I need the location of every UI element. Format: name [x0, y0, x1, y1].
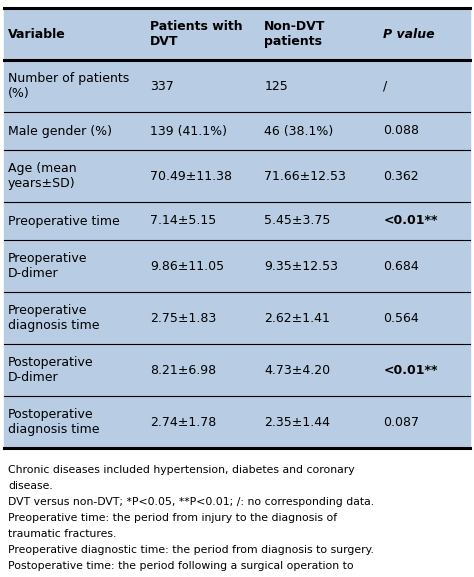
- Bar: [4, 344, 470, 396]
- Text: 139 (41.1%): 139 (41.1%): [150, 125, 227, 137]
- Text: 46 (38.1%): 46 (38.1%): [264, 125, 334, 137]
- Text: Postoperative
diagnosis time: Postoperative diagnosis time: [8, 408, 100, 436]
- Text: /: /: [383, 80, 387, 92]
- Text: 0.684: 0.684: [383, 260, 419, 272]
- Text: Preoperative
D-dimer: Preoperative D-dimer: [8, 252, 88, 280]
- Text: 71.66±12.53: 71.66±12.53: [264, 170, 346, 182]
- Text: DVT versus non-DVT; *P<0.05, **P<0.01; /: no corresponding data.: DVT versus non-DVT; *P<0.05, **P<0.01; /…: [8, 497, 374, 507]
- Text: 8.21±6.98: 8.21±6.98: [150, 364, 216, 377]
- Bar: [4, 150, 470, 202]
- Text: 0.088: 0.088: [383, 125, 419, 137]
- Text: 337: 337: [150, 80, 174, 92]
- Text: Age (mean
years±SD): Age (mean years±SD): [8, 162, 77, 190]
- Text: 70.49±11.38: 70.49±11.38: [150, 170, 232, 182]
- Text: Postoperative
D-dimer: Postoperative D-dimer: [8, 356, 94, 384]
- Text: Variable: Variable: [8, 28, 66, 40]
- Bar: [4, 202, 470, 240]
- Text: 2.75±1.83: 2.75±1.83: [150, 312, 216, 324]
- Text: 2.74±1.78: 2.74±1.78: [150, 415, 216, 429]
- Text: Postoperative time: the period following a surgical operation to: Postoperative time: the period following…: [8, 561, 354, 571]
- Bar: [4, 60, 470, 112]
- Text: 0.564: 0.564: [383, 312, 419, 324]
- Text: 0.362: 0.362: [383, 170, 419, 182]
- Bar: [4, 240, 470, 292]
- Text: 5.45±3.75: 5.45±3.75: [264, 215, 331, 227]
- Text: Male gender (%): Male gender (%): [8, 125, 112, 137]
- Text: 7.14±5.15: 7.14±5.15: [150, 215, 216, 227]
- Text: 4.73±4.20: 4.73±4.20: [264, 364, 330, 377]
- Text: P value: P value: [383, 28, 435, 40]
- Text: Preoperative time: the period from injury to the diagnosis of: Preoperative time: the period from injur…: [8, 513, 337, 523]
- Text: 2.62±1.41: 2.62±1.41: [264, 312, 330, 324]
- Bar: [4, 292, 470, 344]
- Bar: [4, 112, 470, 150]
- Text: disease.: disease.: [8, 481, 53, 491]
- Text: 9.35±12.53: 9.35±12.53: [264, 260, 338, 272]
- Text: Preoperative diagnostic time: the period from diagnosis to surgery.: Preoperative diagnostic time: the period…: [8, 545, 374, 555]
- Text: 9.86±11.05: 9.86±11.05: [150, 260, 224, 272]
- Text: 2.35±1.44: 2.35±1.44: [264, 415, 330, 429]
- Text: Chronic diseases included hypertension, diabetes and coronary: Chronic diseases included hypertension, …: [8, 465, 355, 475]
- Text: 125: 125: [264, 80, 288, 92]
- Text: Patients with
DVT: Patients with DVT: [150, 20, 243, 48]
- Bar: [4, 396, 470, 448]
- Text: Non-DVT
patients: Non-DVT patients: [264, 20, 326, 48]
- Text: Preoperative time: Preoperative time: [8, 215, 120, 227]
- Text: <0.01**: <0.01**: [383, 364, 438, 377]
- Text: 0.087: 0.087: [383, 415, 419, 429]
- Text: traumatic fractures.: traumatic fractures.: [8, 529, 117, 539]
- Text: Preoperative
diagnosis time: Preoperative diagnosis time: [8, 304, 100, 332]
- Text: <0.01**: <0.01**: [383, 215, 438, 227]
- Text: Number of patients
(%): Number of patients (%): [8, 72, 129, 100]
- Bar: [4, 8, 470, 60]
